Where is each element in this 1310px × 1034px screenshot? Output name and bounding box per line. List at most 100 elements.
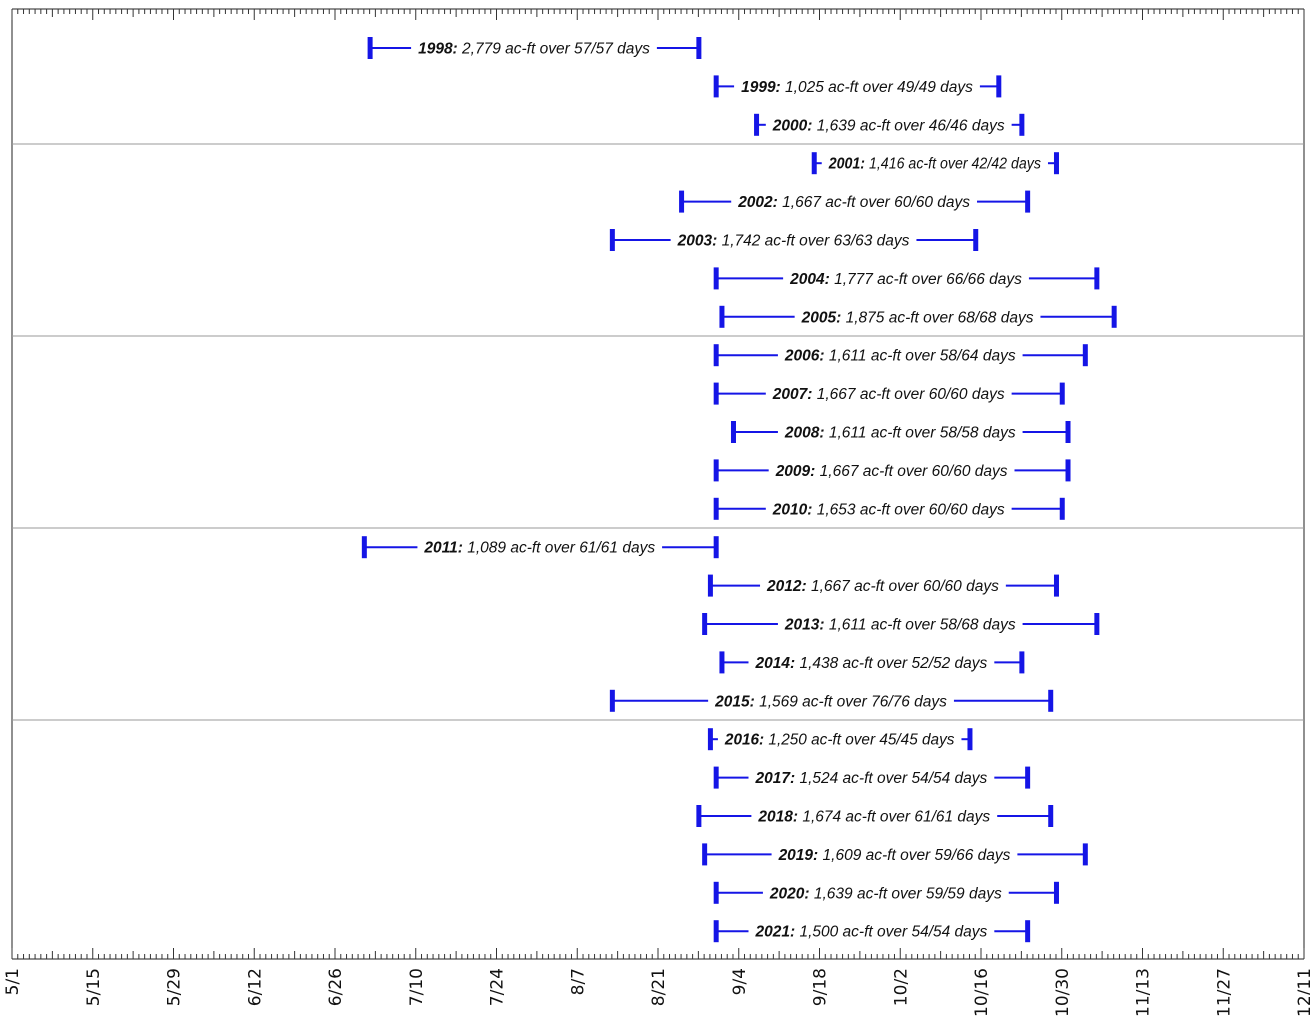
range-row-2005: 2005: 1,875 ac-ft over 68/68 days xyxy=(719,305,1117,328)
range-label-year: 2004: xyxy=(789,271,830,288)
range-label-value: 1,667 ac-ft over 60/60 days xyxy=(807,578,999,595)
range-label-value: 1,674 ac-ft over 61/61 days xyxy=(798,809,990,826)
range-row-2003: 2003: 1,742 ac-ft over 63/63 days xyxy=(609,229,979,251)
range-label-value: 2,779 ac-ft over 57/57 days xyxy=(458,41,650,58)
range-label-year: 2015: xyxy=(714,693,755,710)
range-label-value: 1,524 ac-ft over 54/54 days xyxy=(795,770,987,787)
range-label: 2015: 1,569 ac-ft over 76/76 days xyxy=(714,693,947,710)
x-axis-tick-labels: 5/1 5/15 5/29 6/12 6/26 7/10 7/24 8/7 8/21 9/4 9/1… xyxy=(3,968,1310,1017)
range-end-cap xyxy=(1048,689,1054,712)
range-bars: 1998: 2,779 ac-ft over 57/57 days 1999: 1… xyxy=(361,37,1117,943)
range-label-year: 2012: xyxy=(766,578,807,595)
range-label-value: 1,875 ac-ft over 68/68 days xyxy=(841,309,1033,326)
x-tick-label: 9/18 xyxy=(811,968,831,1006)
range-end-cap xyxy=(1053,152,1059,175)
range-start-cap xyxy=(713,75,719,98)
range-label-value: 1,089 ac-ft over 61/61 days xyxy=(463,540,655,557)
range-start-cap xyxy=(609,689,615,712)
range-label-value: 1,025 ac-ft over 49/49 days xyxy=(781,79,973,96)
x-tick-label: 10/16 xyxy=(972,968,992,1017)
range-end-cap xyxy=(1111,305,1117,328)
range-row-2004: 2004: 1,777 ac-ft over 66/66 days xyxy=(713,267,1100,290)
range-row-1999: 1999: 1,025 ac-ft over 49/49 days xyxy=(713,75,1002,98)
x-tick-label: 9/4 xyxy=(730,968,750,995)
range-label-value: 1,438 ac-ft over 52/52 days xyxy=(795,655,987,672)
range-row-2011: 2011: 1,089 ac-ft over 61/61 days xyxy=(361,536,719,559)
range-label-year: 2007: xyxy=(772,386,813,403)
x-tick-label: 5/29 xyxy=(165,968,185,1006)
range-end-cap xyxy=(1048,805,1054,827)
range-end-cap xyxy=(1094,267,1100,290)
x-tick-label: 8/7 xyxy=(568,968,588,995)
range-end-cap xyxy=(967,728,973,751)
range-label-value: 1,250 ac-ft over 45/45 days xyxy=(764,732,955,749)
range-label-year: 2006: xyxy=(784,348,825,365)
range-label: 2009: 1,667 ac-ft over 60/60 days xyxy=(775,463,1008,480)
range-label-value: 1,611 ac-ft over 58/58 days xyxy=(825,425,1016,442)
range-start-cap xyxy=(719,651,725,674)
range-row-2017: 2017: 1,524 ac-ft over 54/54 days xyxy=(713,766,1031,789)
range-end-cap xyxy=(1019,651,1025,674)
range-start-cap xyxy=(811,152,817,175)
range-start-cap xyxy=(679,190,685,213)
range-end-cap xyxy=(1053,574,1059,597)
range-label-value: 1,569 ac-ft over 76/76 days xyxy=(755,693,947,710)
range-label-year: 2016: xyxy=(724,732,764,749)
range-end-cap xyxy=(1082,344,1088,367)
range-label-year: 1999: xyxy=(741,79,781,96)
range-end-cap xyxy=(696,37,702,59)
range-row-2021: 2021: 1,500 ac-ft over 54/54 days xyxy=(713,920,1031,943)
range-row-2012: 2012: 1,667 ac-ft over 60/60 days xyxy=(707,574,1059,597)
x-tick-label: 6/12 xyxy=(245,968,265,1006)
x-tick-label: 10/30 xyxy=(1053,968,1073,1017)
x-tick-label: 5/15 xyxy=(84,968,104,1006)
range-label: 2007: 1,667 ac-ft over 60/60 days xyxy=(772,386,1005,403)
x-tick-label: 6/26 xyxy=(326,968,346,1006)
range-label-year: 1998: xyxy=(418,41,458,58)
range-label-value: 1,667 ac-ft over 60/60 days xyxy=(812,386,1004,403)
range-start-cap xyxy=(713,267,719,290)
range-label: 2001: 1,416 ac-ft over 42/42 days xyxy=(828,156,1041,173)
range-label-value: 1,667 ac-ft over 60/60 days xyxy=(778,194,970,211)
range-label-year: 2003: xyxy=(677,233,718,250)
range-label: 2013: 1,611 ac-ft over 58/68 days xyxy=(784,617,1016,634)
x-tick-label: 5/1 xyxy=(3,968,23,995)
range-label-year: 2002: xyxy=(737,194,778,211)
range-label: 2004: 1,777 ac-ft over 66/66 days xyxy=(789,271,1022,288)
range-label-year: 2013: xyxy=(784,617,825,634)
x-axis-ticks xyxy=(11,9,1305,959)
range-label: 2005: 1,875 ac-ft over 68/68 days xyxy=(801,309,1034,326)
range-label: 2019: 1,609 ac-ft over 59/66 days xyxy=(778,847,1011,864)
range-start-cap xyxy=(754,113,760,136)
range-start-cap xyxy=(707,728,713,751)
range-label-value: 1,639 ac-ft over 59/59 days xyxy=(810,885,1002,902)
range-label-year: 2014: xyxy=(755,655,796,672)
range-start-cap xyxy=(702,613,708,635)
range-row-2008: 2008: 1,611 ac-ft over 58/58 days xyxy=(730,421,1071,443)
range-start-cap xyxy=(713,497,719,520)
range-label-value: 1,611 ac-ft over 58/68 days xyxy=(825,617,1016,634)
range-label-year: 2009: xyxy=(775,463,816,480)
range-label-year: 2020: xyxy=(769,885,810,902)
range-start-cap xyxy=(361,536,367,559)
range-start-cap xyxy=(713,766,719,789)
range-end-cap xyxy=(1094,613,1100,635)
range-end-cap xyxy=(996,75,1002,98)
range-start-cap xyxy=(713,344,719,367)
range-label: 2021: 1,500 ac-ft over 54/54 days xyxy=(755,924,988,941)
range-label: 2012: 1,667 ac-ft over 60/60 days xyxy=(766,578,999,595)
range-label: 2014: 1,438 ac-ft over 52/52 days xyxy=(755,655,988,672)
range-row-2018: 2018: 1,674 ac-ft over 61/61 days xyxy=(696,805,1054,827)
range-label: 2020: 1,639 ac-ft over 59/59 days xyxy=(769,885,1002,902)
range-end-cap xyxy=(1019,113,1025,136)
range-label: 2006: 1,611 ac-ft over 58/64 days xyxy=(784,348,1016,365)
range-row-2007: 2007: 1,667 ac-ft over 60/60 days xyxy=(713,382,1065,405)
range-label: 1998: 2,779 ac-ft over 57/57 days xyxy=(418,41,650,58)
range-start-cap xyxy=(730,421,736,443)
range-end-cap xyxy=(1025,766,1031,789)
range-end-cap xyxy=(973,229,979,251)
range-label-year: 2021: xyxy=(755,924,796,941)
range-row-2013: 2013: 1,611 ac-ft over 58/68 days xyxy=(702,613,1100,635)
range-row-2014: 2014: 1,438 ac-ft over 52/52 days xyxy=(719,651,1025,674)
